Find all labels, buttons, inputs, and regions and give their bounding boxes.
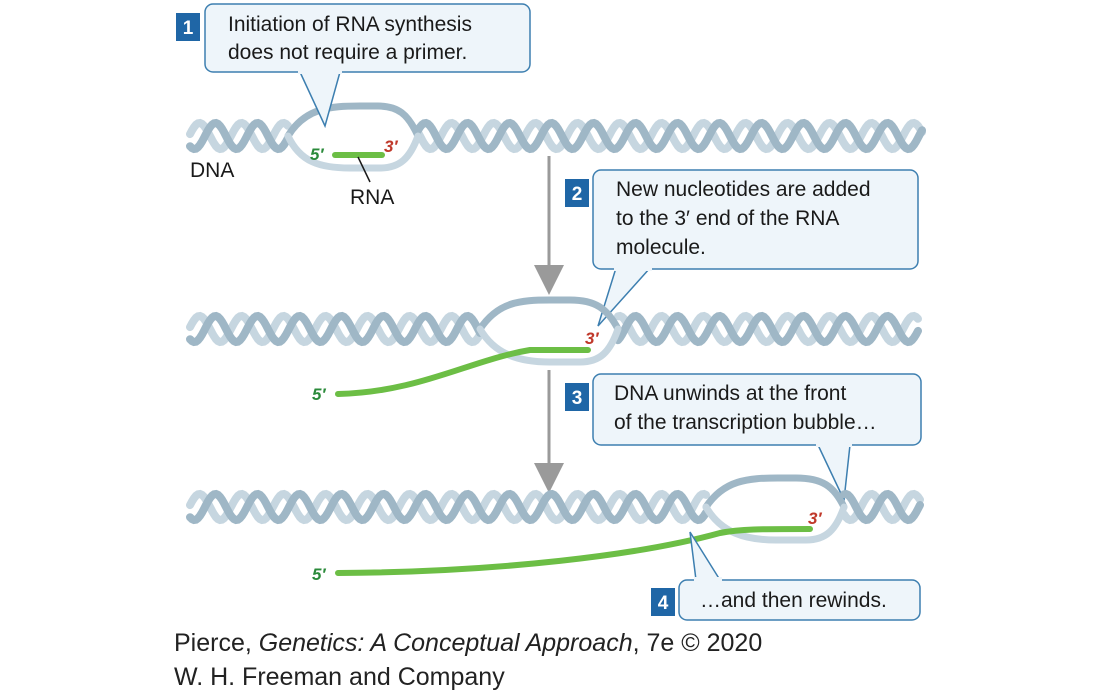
dna-label: DNA — [190, 159, 234, 182]
three-prime-label-1: 3′ — [384, 137, 398, 156]
callout-3-line-1: DNA unwinds at the front — [614, 382, 846, 405]
five-prime-label-1: 5′ — [310, 145, 324, 164]
three-prime-label-3: 3′ — [808, 509, 822, 528]
dna-helix-row-3 — [186, 474, 924, 576]
transcription-bubble-1 — [284, 102, 422, 172]
credit-line-1: Pierce, Genetics: A Conceptual Approach,… — [174, 626, 762, 660]
helix-segment-right-1 — [414, 118, 926, 154]
rna-label: RNA — [350, 186, 394, 209]
step-number-4: 4 — [658, 593, 669, 614]
dna-strand-b — [186, 489, 710, 525]
callout-step-1: 1 Initiation of RNA synthesis does not r… — [176, 3, 531, 129]
dna-strand-a — [186, 489, 710, 525]
rna-strand-3 — [335, 526, 813, 576]
callout-1-line-1: Initiation of RNA synthesis — [228, 13, 472, 36]
helix-segment-right-3 — [840, 489, 924, 525]
callout-2-line-2: to the 3′ end of the RNA — [616, 207, 839, 230]
step-badge-4 — [651, 588, 675, 616]
dna-strand-b — [840, 489, 924, 525]
dna-strand-b — [186, 311, 484, 347]
helix-segment-left-1 — [186, 118, 292, 154]
five-prime-label-2: 5′ — [312, 385, 326, 404]
dna-helix-row-2 — [186, 296, 922, 397]
callout-3-line-2: of the transcription bubble… — [614, 411, 877, 434]
dna-helix-row-1 — [186, 102, 926, 172]
credit-title: Genetics: A Conceptual Approach — [258, 629, 633, 657]
credit-publisher: W. H. Freeman and Company — [174, 663, 505, 691]
credit-author: Pierce, — [174, 629, 259, 657]
rna-strand-2 — [335, 347, 591, 397]
transcription-bubble-2 — [476, 296, 622, 366]
credit-edition: , 7e © 2020 — [632, 629, 763, 657]
step-badge-2 — [565, 179, 589, 207]
three-prime-label-2: 3′ — [585, 329, 599, 348]
five-prime-label-3: 5′ — [312, 565, 326, 584]
step-badge-1 — [176, 13, 200, 41]
helix-segment-right-2 — [614, 311, 922, 347]
helix-segment-left-3 — [186, 489, 710, 525]
callout-2-line-3: molecule. — [616, 236, 706, 259]
rna-label-leader — [357, 156, 371, 183]
callout-step-2: 2 New nucleotides are added to the 3′ en… — [565, 169, 919, 327]
callout-2-line-1: New nucleotides are added — [616, 178, 871, 201]
dna-strand-b — [414, 118, 926, 154]
helix-segment-left-2 — [186, 311, 484, 347]
step-number-3: 3 — [572, 388, 583, 409]
transcription-bubble-3 — [702, 474, 848, 544]
step-number-2: 2 — [572, 184, 583, 205]
step-badge-3 — [565, 383, 589, 411]
callout-4-line-1: …and then rewinds. — [700, 589, 887, 612]
dna-strand-b — [614, 311, 922, 347]
callout-step-4: 4 …and then rewinds. — [651, 531, 921, 621]
callout-step-3: 3 DNA unwinds at the front of the transc… — [565, 373, 922, 503]
step-number-1: 1 — [183, 18, 194, 39]
callout-1-line-2: does not require a primer. — [228, 41, 467, 64]
credit-line-2: W. H. Freeman and Company — [174, 660, 505, 694]
dna-strand-b — [186, 118, 292, 154]
